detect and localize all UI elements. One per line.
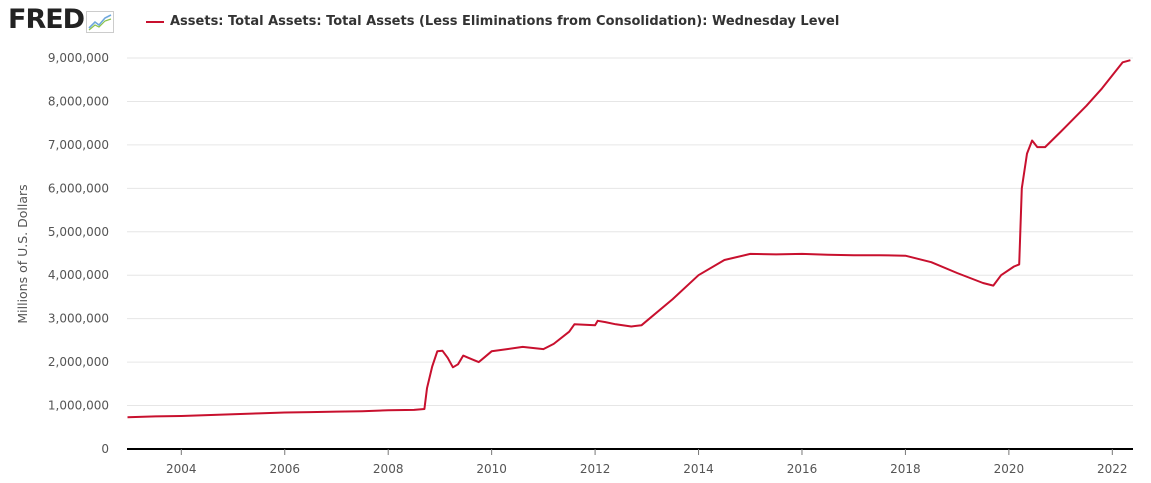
x-tick-label: 2012 — [580, 462, 611, 476]
y-tick-label: 8,000,000 — [48, 94, 109, 108]
x-tick-label: 2004 — [166, 462, 197, 476]
legend-label: Assets: Total Assets: Total Assets (Less… — [170, 14, 840, 29]
x-axis: 2004 2006 2008 2010 2012 2014 2016 2018 2020 2022 — [127, 448, 1133, 476]
series-line[interactable] — [127, 59, 1131, 419]
x-tick-label: 2010 — [476, 462, 507, 476]
y-tick-label: 2,000,000 — [48, 355, 109, 369]
y-tick-label: 3,000,000 — [48, 312, 109, 326]
x-tick-label: 2020 — [994, 462, 1025, 476]
series-group — [127, 59, 1131, 419]
gridlines — [127, 57, 1133, 407]
legend[interactable]: Assets: Total Assets: Total Assets (Less… — [146, 14, 839, 29]
x-tick-label: 2018 — [890, 462, 921, 476]
y-axis: 0 1,000,000 2,000,000 3,000,000 4,000,000 5,0… — [48, 51, 109, 456]
y-tick-label: 7,000,000 — [48, 138, 109, 152]
y-tick-label: 4,000,000 — [48, 268, 109, 282]
y-tick-label: 5,000,000 — [48, 225, 109, 239]
y-axis-title: Millions of U.S. Dollars — [15, 184, 30, 323]
y-tick-label: 1,000,000 — [48, 399, 109, 413]
x-tick-label: 2014 — [683, 462, 714, 476]
legend-swatch — [146, 20, 164, 23]
y-tick-label: 6,000,000 — [48, 181, 109, 195]
fred-logo[interactable]: FRED — [8, 4, 115, 39]
chart-header: FRED Assets: Total Assets: Total Assets … — [0, 0, 1151, 44]
trend-line-icon — [86, 11, 115, 33]
x-tick-label: 2022 — [1097, 462, 1128, 476]
x-tick-label: 2016 — [787, 462, 818, 476]
x-tick-label: 2008 — [373, 462, 404, 476]
x-tick-label: 2006 — [269, 462, 300, 476]
fred-logo-text: FRED — [8, 4, 85, 35]
y-tick-label: 0 — [101, 442, 109, 456]
y-tick-label: 9,000,000 — [48, 51, 109, 65]
